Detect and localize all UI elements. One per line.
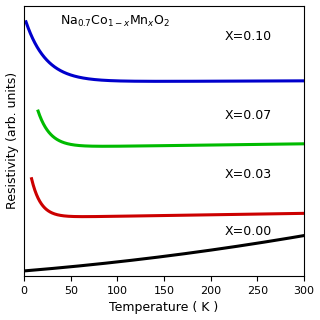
Text: X=0.03: X=0.03 bbox=[225, 168, 272, 181]
Text: X=0.00: X=0.00 bbox=[225, 225, 272, 238]
Y-axis label: Resistivity (arb. units): Resistivity (arb. units) bbox=[5, 72, 19, 209]
Text: X=0.10: X=0.10 bbox=[225, 30, 272, 43]
Text: X=0.07: X=0.07 bbox=[225, 109, 272, 122]
X-axis label: Temperature ( K ): Temperature ( K ) bbox=[109, 301, 219, 315]
Text: Na$_{0.7}$Co$_{1-x}$Mn$_{x}$O$_{2}$: Na$_{0.7}$Co$_{1-x}$Mn$_{x}$O$_{2}$ bbox=[60, 14, 171, 29]
